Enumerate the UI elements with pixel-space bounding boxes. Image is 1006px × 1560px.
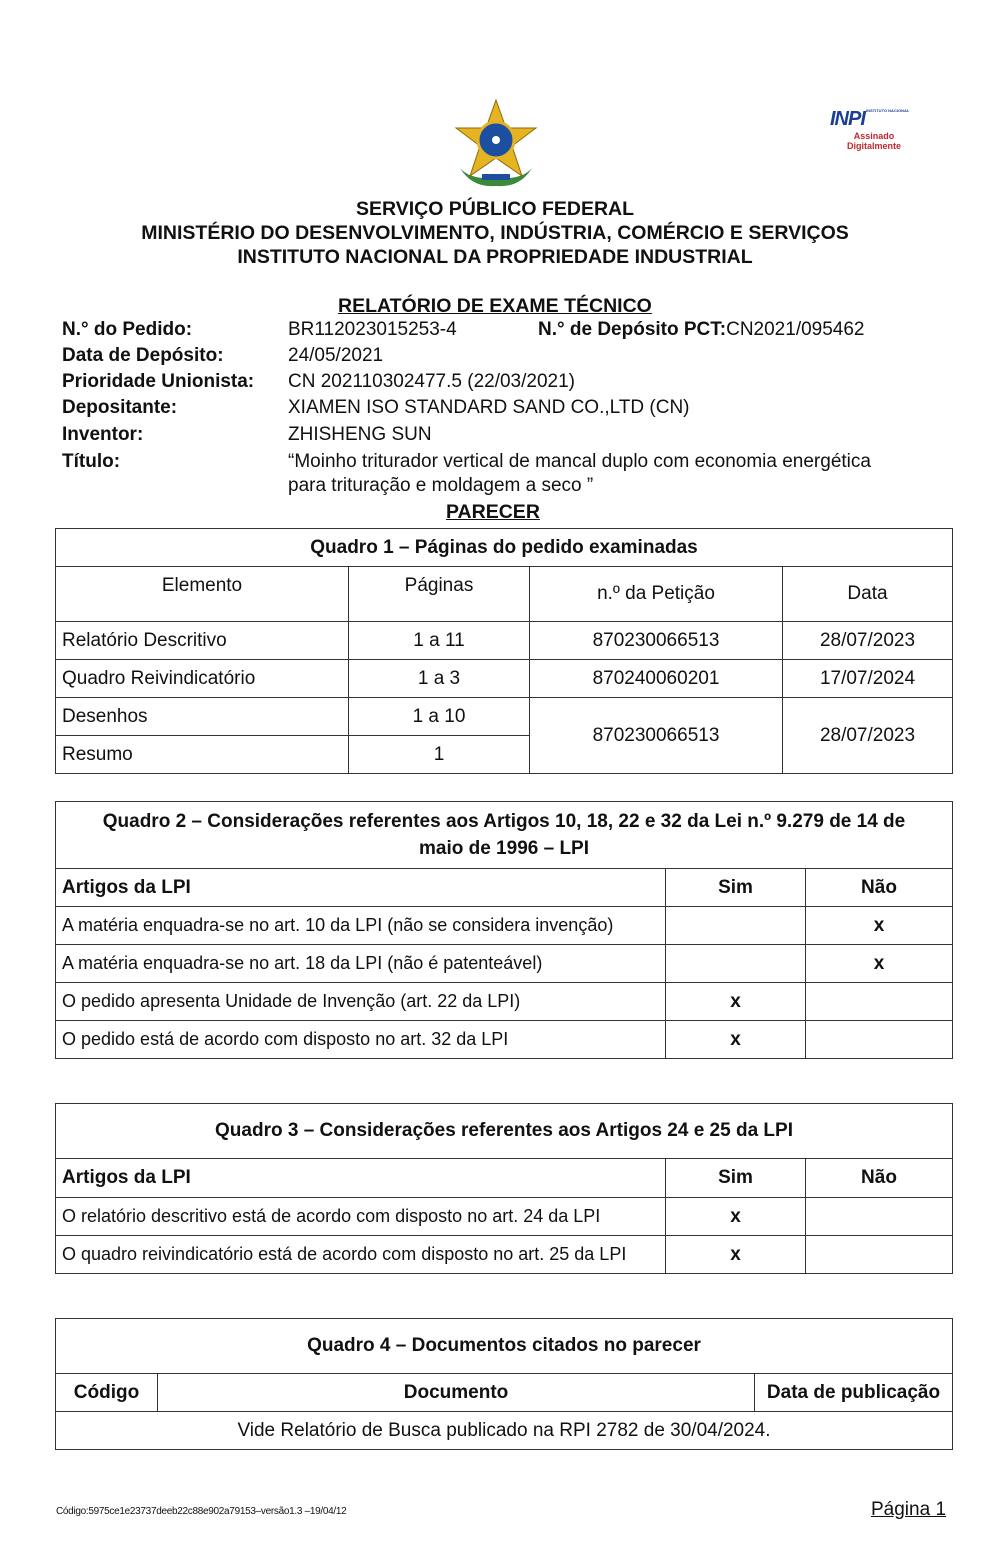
search-report-note: Vide Relatório de Busca publicado na RPI… <box>55 1411 953 1450</box>
cell: Resumo <box>55 735 349 774</box>
header-nao: Não <box>804 1158 954 1198</box>
cell: 870230066513 <box>529 621 783 660</box>
cell: O quadro reivindicatório está de acordo … <box>55 1235 666 1274</box>
header-codigo: Código <box>55 1373 158 1412</box>
cell: A matéria enquadra-se no art. 18 da LPI … <box>55 944 666 983</box>
cell <box>665 944 806 983</box>
header-paginas: Páginas <box>348 566 530 622</box>
quadro-2-title: Quadro 2 – Considerações referentes aos … <box>55 801 953 869</box>
signed-digitally-stamp: Assinado Digitalmente <box>846 131 901 151</box>
cell: O pedido está de acordo com disposto no … <box>55 1020 666 1059</box>
data-label: Data de Depósito: <box>62 345 224 366</box>
header-sim: Sim <box>665 1158 806 1198</box>
prioridade-label: Prioridade Unionista: <box>62 371 255 392</box>
header-data: Data <box>782 566 953 622</box>
header-peticao: n.º da Petição <box>529 566 783 622</box>
report-title: RELATÓRIO DE EXAME TÉCNICO <box>338 295 652 317</box>
quadro-4-table: Quadro 4 – Documentos citados no parecer… <box>55 1318 953 1450</box>
cell: x <box>665 1235 806 1274</box>
inventor-value: ZHISHENG SUN <box>288 424 432 445</box>
cell: 870230066513 <box>529 697 783 774</box>
header-line-2: MINISTÉRIO DO DESENVOLVIMENTO, INDÚSTRIA… <box>141 222 849 244</box>
pedido-label: N.° do Pedido: <box>62 319 193 340</box>
coat-of-arms-emblem <box>454 98 538 187</box>
cell: O pedido apresenta Unidade de Invenção (… <box>55 982 666 1021</box>
cell: x <box>665 1020 806 1059</box>
cell: 1 a 10 <box>348 697 530 736</box>
page-number: Página 1 <box>871 1499 947 1520</box>
footer-code: Código:5975ce1e23737deeb22c88e902a79153–… <box>56 1506 347 1517</box>
header-elemento: Elemento <box>55 566 349 622</box>
cell: 28/07/2023 <box>782 621 953 660</box>
pct-label: N.° de Depósito PCT: <box>538 319 727 340</box>
table-row: A matéria enquadra-se no art. 18 da LPI … <box>55 944 953 983</box>
quadro-2-title-line-1: Quadro 2 – Considerações referentes aos … <box>102 811 906 832</box>
titulo-label: Título: <box>62 451 121 472</box>
header-data-publicacao: Data de publicação <box>754 1373 953 1412</box>
cell: 28/07/2023 <box>782 697 953 774</box>
header-line-3: INSTITUTO NACIONAL DA PROPRIEDADE INDUST… <box>237 246 753 268</box>
header-artigos: Artigos da LPI <box>55 868 666 907</box>
header-documento: Documento <box>157 1373 755 1412</box>
cell: 17/07/2024 <box>782 659 953 698</box>
header-sim: Sim <box>665 868 806 907</box>
table-row: A matéria enquadra-se no art. 10 da LPI … <box>55 906 953 945</box>
quadro-1-table: Quadro 1 – Páginas do pedido examinadas … <box>55 528 953 774</box>
cell: 1 <box>348 735 530 774</box>
table-row: O quadro reivindicatório está de acordo … <box>55 1235 954 1274</box>
table-row: Desenhos 1 a 10 870230066513 28/07/2023 <box>55 697 953 774</box>
table-row: O pedido está de acordo com disposto no … <box>55 1020 953 1059</box>
depositante-label: Depositante: <box>62 397 178 418</box>
table-row: O pedido apresenta Unidade de Invenção (… <box>55 982 953 1021</box>
cell: A matéria enquadra-se no art. 10 da LPI … <box>55 906 666 945</box>
quadro-1-title: Quadro 1 – Páginas do pedido examinadas <box>55 528 953 567</box>
table-row: O relatório descritivo está de acordo co… <box>55 1197 954 1236</box>
cell: O relatório descritivo está de acordo co… <box>55 1197 666 1236</box>
titulo-line-1: “Moinho triturador vertical de mancal du… <box>288 451 871 472</box>
quadro-3-table: Quadro 3 – Considerações referentes aos … <box>54 1103 954 1274</box>
cell <box>805 982 953 1021</box>
quadro-2-table: Quadro 2 – Considerações referentes aos … <box>55 801 953 1059</box>
header-line-1: SERVIÇO PÚBLICO FEDERAL <box>355 198 635 220</box>
cell: Relatório Descritivo <box>55 621 349 660</box>
quadro-3-title: Quadro 3 – Considerações referentes aos … <box>54 1103 954 1159</box>
inpi-logo: INPI INSTITUTO NACIONAL Assinado Digital… <box>830 108 910 151</box>
table-row: Quadro Reivindicatório 1 a 3 87024006020… <box>55 659 953 698</box>
cell: x <box>665 1197 806 1236</box>
cell: x <box>805 906 953 945</box>
table-row: Vide Relatório de Busca publicado na RPI… <box>55 1411 953 1450</box>
cell: x <box>805 944 953 983</box>
pedido-value: BR112023015253-4 <box>288 319 457 340</box>
data-value: 24/05/2021 <box>288 345 384 366</box>
quadro-4-title: Quadro 4 – Documentos citados no parecer <box>55 1318 953 1374</box>
pct-field: N.° de Depósito PCT:CN2021/095462 <box>538 319 865 341</box>
inventor-label: Inventor: <box>62 424 144 445</box>
cell: 1 a 3 <box>348 659 530 698</box>
prioridade-value: CN 202110302477.5 (22/03/2021) <box>288 371 575 392</box>
header-nao: Não <box>805 868 953 907</box>
depositante-value: XIAMEN ISO STANDARD SAND CO.,LTD (CN) <box>288 397 690 418</box>
pct-value: CN2021/095462 <box>726 319 865 340</box>
cell: Desenhos <box>55 697 349 736</box>
cell: Quadro Reivindicatório <box>55 659 349 698</box>
table-row: Relatório Descritivo 1 a 11 870230066513… <box>55 621 953 660</box>
table-row: Resumo 1 <box>55 735 953 774</box>
header-artigos: Artigos da LPI <box>55 1158 666 1198</box>
cell: 1 a 11 <box>348 621 530 660</box>
cell <box>805 1020 953 1059</box>
quadro-2-title-line-2: maio de 1996 – LPI <box>418 838 590 859</box>
titulo-line-2: para trituração e moldagem a seco ” <box>288 475 594 496</box>
cell: 870240060201 <box>529 659 783 698</box>
cell <box>804 1235 954 1274</box>
cell: x <box>665 982 806 1021</box>
cell <box>804 1197 954 1236</box>
parecer-heading: PARECER <box>446 501 540 523</box>
cell <box>665 906 806 945</box>
